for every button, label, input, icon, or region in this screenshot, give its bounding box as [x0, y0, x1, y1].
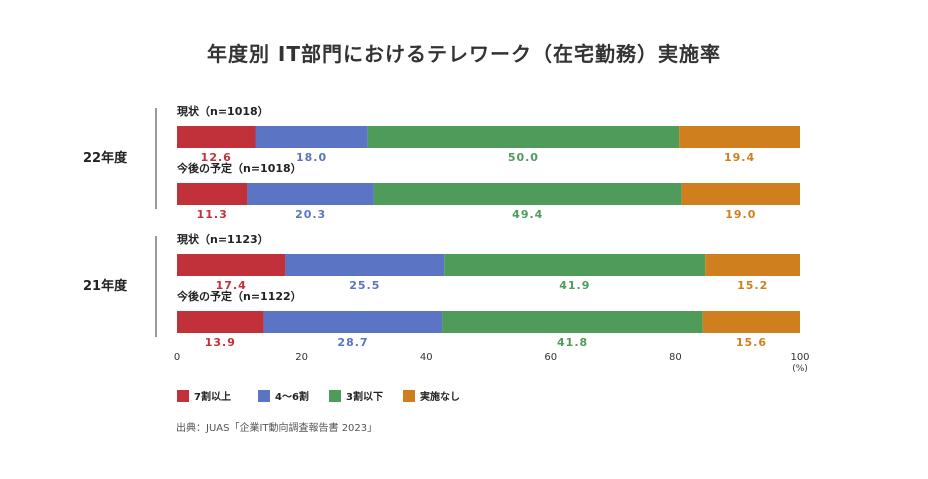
legend-swatch — [403, 390, 415, 402]
bar-segment — [681, 183, 800, 205]
bar-segment — [177, 126, 256, 148]
data-label: 41.8 — [557, 336, 588, 349]
data-label: 13.9 — [205, 336, 236, 349]
row-label: 今後の予定（n=1018） — [176, 161, 302, 175]
data-label: 15.6 — [736, 336, 767, 349]
data-label: 49.4 — [512, 208, 543, 221]
data-label: 28.7 — [337, 336, 368, 349]
row-label: 現状（n=1018） — [177, 104, 269, 118]
legend-swatch — [329, 390, 341, 402]
x-tick-label: 60 — [544, 352, 557, 363]
bar-segment — [285, 254, 445, 276]
x-tick-label: 80 — [669, 352, 682, 363]
bar-segment — [679, 126, 800, 148]
bar-segment — [702, 311, 800, 333]
legend-label: 実施なし — [420, 390, 460, 403]
bar-segment — [263, 311, 443, 333]
data-label: 18.0 — [296, 151, 327, 164]
legend-label: 3割以下 — [346, 390, 383, 403]
data-label: 11.3 — [197, 208, 228, 221]
group-label: 22年度 — [83, 150, 128, 166]
row-label: 現状（n=1123） — [177, 232, 269, 246]
source-note: 出典：JUAS「企業IT動向調査報告書 2023」 — [176, 423, 378, 434]
data-label: 12.6 — [201, 151, 232, 164]
legend-label: 4～6割 — [275, 390, 309, 403]
data-label: 19.4 — [724, 151, 755, 164]
row-label: 今後の予定（n=1122） — [176, 289, 302, 303]
x-tick-label: 40 — [420, 352, 433, 363]
data-label: 19.0 — [725, 208, 756, 221]
bar-segment — [367, 126, 680, 148]
bar-segment — [255, 126, 368, 148]
x-tick-label: 100 — [790, 352, 809, 363]
bar-segment — [177, 254, 286, 276]
x-tick-label: 0 — [174, 352, 180, 363]
data-label: 20.3 — [295, 208, 326, 221]
bar-segment — [444, 254, 706, 276]
data-label: 25.5 — [349, 279, 380, 292]
data-label: 15.2 — [737, 279, 768, 292]
data-label: 50.0 — [508, 151, 539, 164]
legend-swatch — [258, 390, 270, 402]
bar-segment — [373, 183, 682, 205]
x-unit-label: (%) — [792, 364, 808, 374]
bar-segment — [177, 183, 248, 205]
legend-swatch — [177, 390, 189, 402]
bar-segment — [247, 183, 374, 205]
data-label: 41.9 — [559, 279, 590, 292]
bar-segment — [177, 311, 264, 333]
group-label: 21年度 — [83, 278, 128, 294]
data-label: 17.4 — [216, 279, 247, 292]
bar-segment — [442, 311, 703, 333]
legend-label: 7割以上 — [194, 390, 231, 403]
x-tick-label: 20 — [295, 352, 308, 363]
chart-title: 年度別 IT部門におけるテレワーク（在宅勤務）実施率 — [206, 42, 722, 66]
bar-segment — [705, 254, 800, 276]
